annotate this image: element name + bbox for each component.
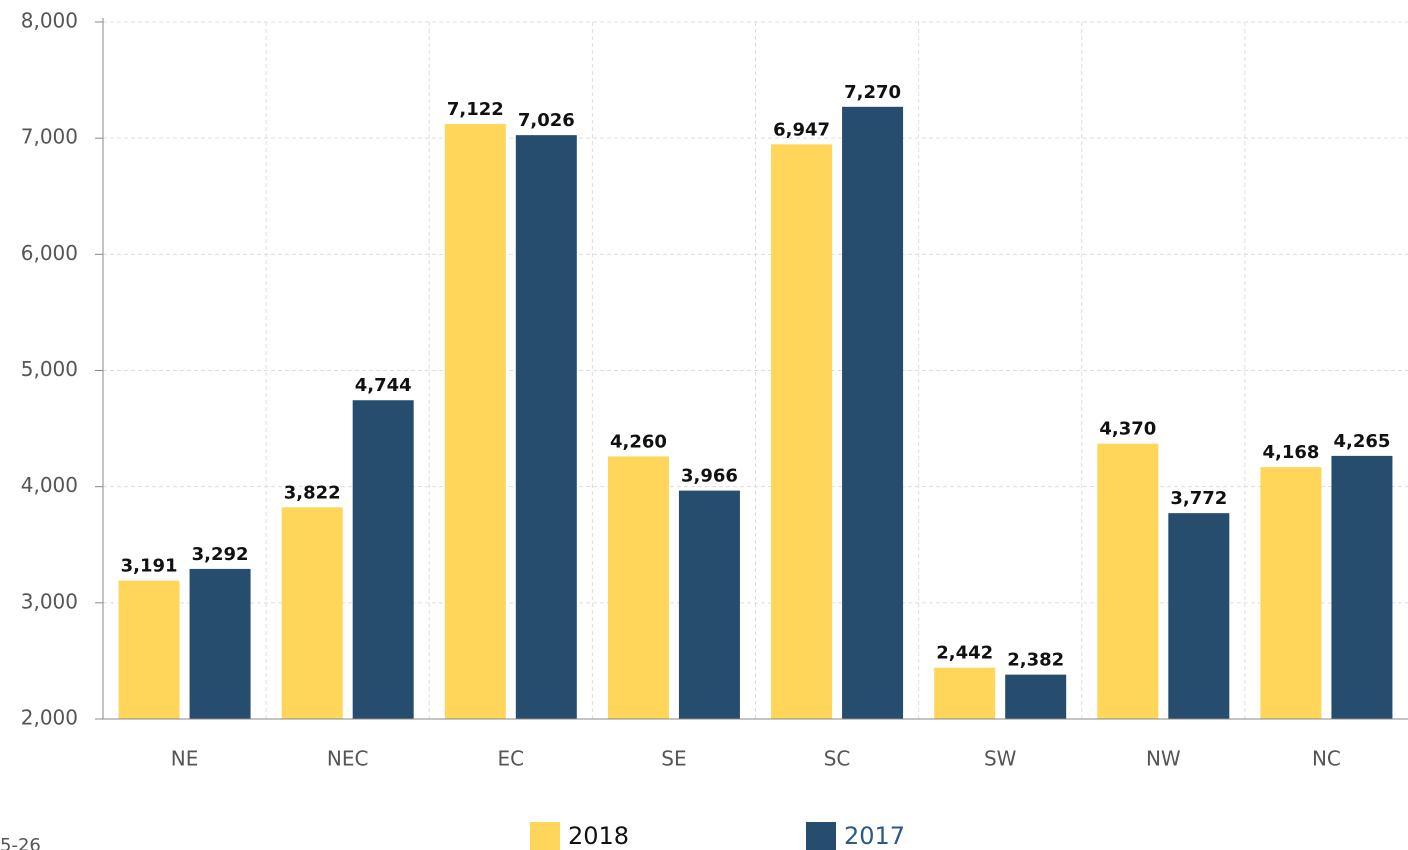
- bar: [842, 106, 904, 720]
- y-tick-label: 7,000: [21, 125, 78, 149]
- x-tick-label: NE: [171, 747, 199, 771]
- legend-label: 2018: [568, 822, 629, 850]
- bar: [678, 490, 740, 719]
- value-label: 7,122: [447, 99, 504, 120]
- annotation: 5-26: [0, 835, 41, 850]
- value-label: 2,382: [1007, 650, 1064, 671]
- x-tick-label: SC: [824, 747, 851, 771]
- bar: [1097, 443, 1159, 719]
- value-label: 3,822: [284, 482, 341, 503]
- value-label: 6,947: [773, 119, 830, 140]
- bar: [607, 456, 669, 719]
- bar: [934, 667, 996, 719]
- x-tick-label: NEC: [327, 747, 369, 771]
- legend-swatch: [530, 822, 560, 850]
- x-tick-label: NW: [1146, 747, 1181, 771]
- bar: [515, 135, 577, 719]
- y-tick-label: 4,000: [21, 473, 78, 497]
- value-label: 3,292: [192, 544, 249, 565]
- y-tick-label: 6,000: [21, 241, 78, 265]
- y-tick-label: 2,000: [21, 706, 78, 730]
- value-label: 2,442: [936, 643, 993, 664]
- value-label: 7,026: [518, 110, 575, 131]
- bar: [1260, 467, 1322, 719]
- bar: [1168, 513, 1230, 719]
- bar: [352, 400, 414, 719]
- x-tick-label: SW: [984, 747, 1017, 771]
- bar: [444, 123, 506, 720]
- y-tick-label: 3,000: [21, 589, 78, 613]
- value-label: 4,370: [1099, 419, 1156, 440]
- x-tick-label: EC: [498, 747, 525, 771]
- bar: [281, 507, 343, 719]
- bar: [771, 144, 833, 720]
- legend-swatch: [806, 822, 836, 850]
- x-tick-label: NC: [1312, 747, 1341, 771]
- value-label: 3,966: [681, 466, 738, 487]
- value-label: 3,191: [121, 556, 178, 577]
- value-label: 3,772: [1170, 488, 1227, 509]
- legend-label: 2017: [844, 822, 905, 850]
- y-tick-label: 8,000: [21, 9, 78, 33]
- value-label: 7,270: [844, 82, 901, 103]
- bar: [1005, 674, 1067, 719]
- value-label: 4,744: [355, 375, 412, 396]
- value-label: 4,168: [1262, 442, 1319, 463]
- value-label: 4,260: [610, 431, 667, 452]
- bar: [189, 568, 251, 719]
- x-tick-label: SE: [661, 747, 686, 771]
- bar: [1331, 455, 1393, 719]
- bar: [118, 580, 180, 719]
- value-label: 4,265: [1333, 431, 1390, 452]
- y-tick-label: 5,000: [21, 357, 78, 381]
